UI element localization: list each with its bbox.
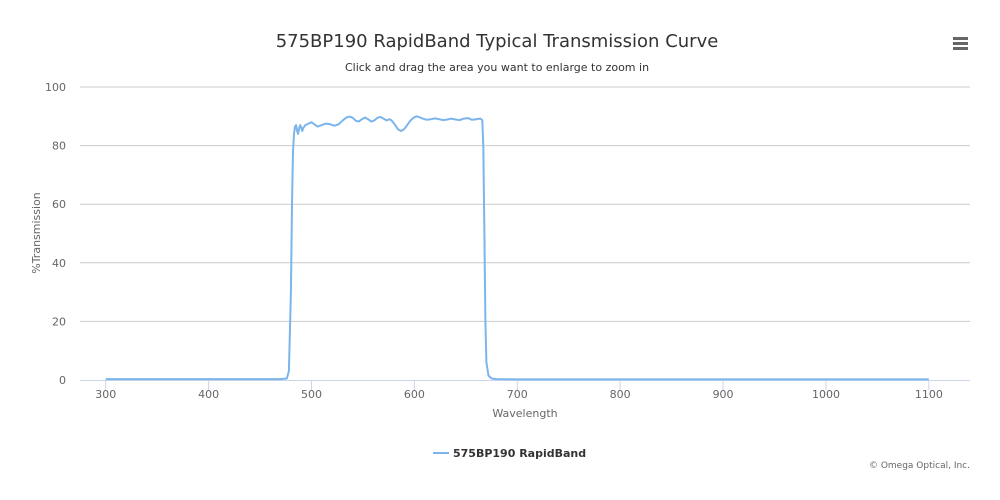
credit-text[interactable]: © Omega Optical, Inc. xyxy=(869,461,970,471)
legend[interactable]: 575BP190 RapidBand xyxy=(433,447,586,460)
x-tick-label: 800 xyxy=(610,388,631,401)
hamburger-menu-icon xyxy=(953,37,968,50)
y-tick-label: 0 xyxy=(59,374,66,387)
x-tick-label: 1100 xyxy=(915,388,943,401)
legend-item-label[interactable]: 575BP190 RapidBand xyxy=(453,447,586,460)
y-tick-label: 40 xyxy=(52,257,66,270)
series-line-0[interactable] xyxy=(105,115,929,381)
chart-subtitle: Click and drag the area you want to enla… xyxy=(345,61,649,74)
x-tick-label: 900 xyxy=(713,388,734,401)
x-tick-label: 1000 xyxy=(812,388,840,401)
y-axis-title: %Transmission xyxy=(30,192,43,274)
plot-area[interactable] xyxy=(105,115,929,381)
x-tick-label: 700 xyxy=(507,388,528,401)
x-axis-title: Wavelength xyxy=(492,407,557,420)
y-tick-label: 20 xyxy=(52,315,66,328)
y-tick-label: 80 xyxy=(52,140,66,153)
chart-menu-button[interactable] xyxy=(948,30,974,54)
y-tick-label: 100 xyxy=(45,81,66,94)
x-axis-ticks: 300 400 500 600 700 800 900 1000 1100 xyxy=(95,380,943,401)
x-tick-label: 600 xyxy=(404,388,425,401)
gridlines xyxy=(80,86,970,322)
y-axis-ticks: 0 20 40 60 80 100 xyxy=(45,81,66,387)
x-tick-label: 300 xyxy=(95,388,116,401)
x-tick-label: 500 xyxy=(301,388,322,401)
chart-title: 575BP190 RapidBand Typical Transmission … xyxy=(276,31,719,52)
x-tick-label: 400 xyxy=(198,388,219,401)
y-tick-label: 60 xyxy=(52,198,66,211)
